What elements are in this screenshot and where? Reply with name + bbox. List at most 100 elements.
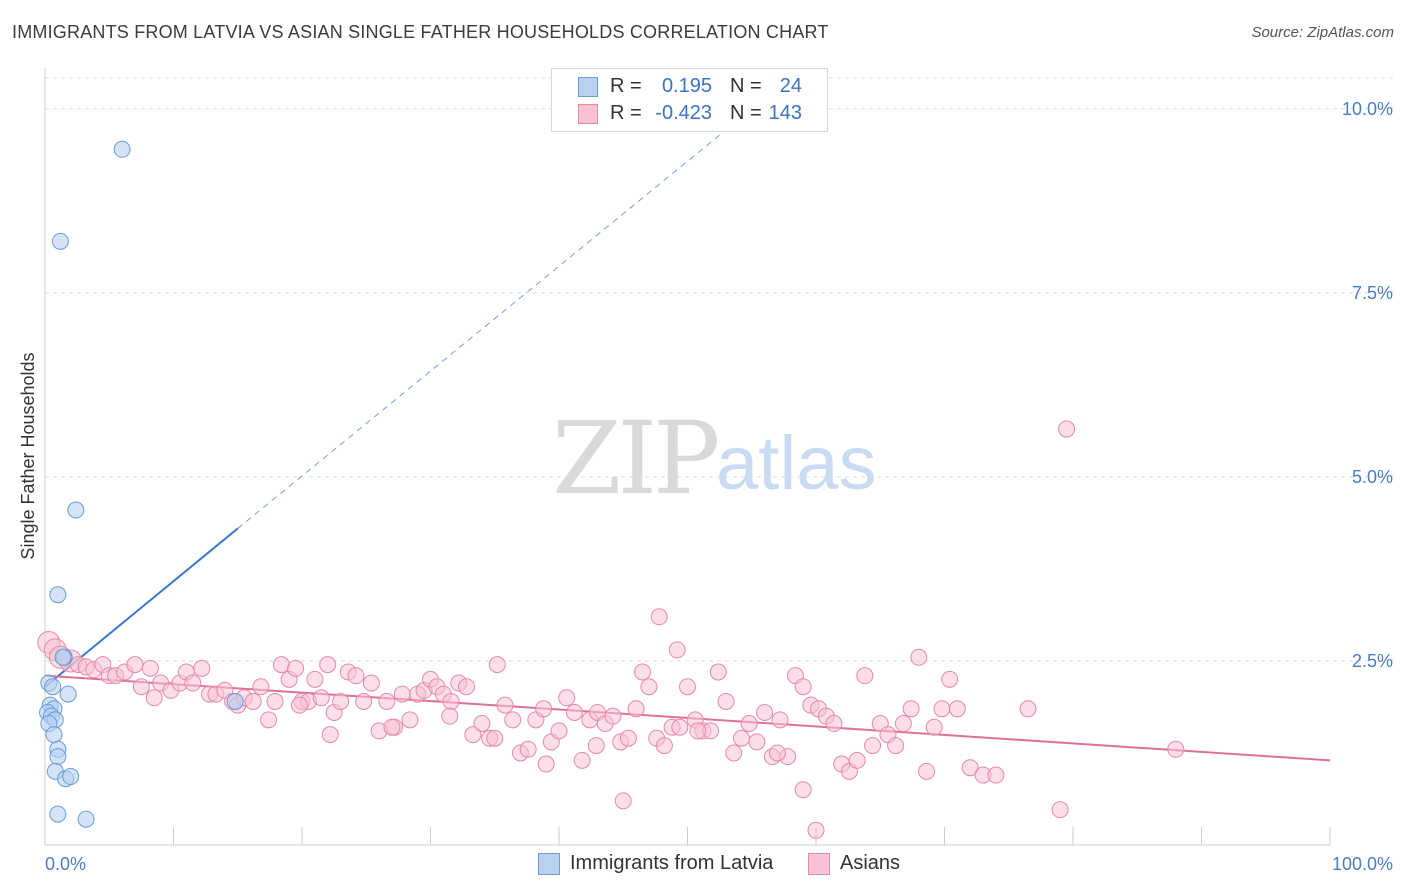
legend-swatch-pink — [578, 104, 598, 124]
point-asians — [141, 659, 159, 677]
point-asians — [355, 692, 373, 710]
point-asians — [732, 729, 750, 747]
point-asians — [756, 703, 774, 721]
point-asians — [184, 674, 202, 692]
point-latvia — [49, 586, 67, 604]
point-asians — [378, 692, 396, 710]
point-asians — [496, 696, 514, 714]
point-asians — [650, 608, 668, 626]
point-asians — [401, 711, 419, 729]
point-asians — [848, 751, 866, 769]
point-asians — [272, 656, 290, 674]
y-tick-label: 2.5% — [1352, 651, 1393, 671]
point-asians — [902, 700, 920, 718]
legend-n-label: N = — [730, 102, 762, 124]
point-asians — [287, 659, 305, 677]
point-asians — [126, 656, 144, 674]
point-asians — [709, 663, 727, 681]
legend-row-latvia: R = 0.195 N = 24 — [552, 73, 827, 99]
point-asians — [537, 755, 555, 773]
point-asians — [442, 692, 460, 710]
point-latvia — [113, 140, 131, 158]
point-asians — [473, 715, 491, 733]
point-asians — [740, 715, 758, 733]
point-asians — [668, 641, 686, 659]
legend-swatch-blue — [578, 77, 598, 97]
point-asians — [725, 744, 743, 762]
point-asians — [319, 656, 337, 674]
point-asians — [825, 715, 843, 733]
legend-n-label: N = — [730, 75, 762, 97]
point-asians — [1019, 700, 1037, 718]
point-asians — [941, 670, 959, 688]
point-asians — [640, 678, 658, 696]
y-tick-label: 7.5% — [1352, 283, 1393, 303]
point-asians — [655, 737, 673, 755]
point-asians — [679, 678, 696, 696]
legend-n-value: 143 — [768, 102, 802, 124]
point-asians — [573, 751, 591, 769]
point-latvia — [44, 678, 62, 696]
point-asians — [717, 692, 735, 710]
point-asians — [1051, 801, 1069, 819]
point-asians — [252, 678, 270, 696]
point-asians — [671, 718, 689, 736]
point-asians — [193, 659, 211, 677]
point-asians — [1167, 740, 1185, 758]
point-asians — [457, 678, 475, 696]
point-asians — [519, 740, 537, 758]
legend-row-asians: R = -0.423 N = 143 — [552, 100, 827, 126]
point-asians — [794, 678, 812, 696]
point-asians — [918, 762, 936, 780]
point-asians — [145, 689, 163, 707]
y-axis-label: Single Father Households — [18, 352, 38, 559]
y-tick-label: 5.0% — [1352, 467, 1393, 487]
point-latvia — [49, 748, 67, 766]
point-asians — [312, 689, 330, 707]
legend-r-value: -0.423 — [655, 102, 712, 124]
legend-r-value: 0.195 — [661, 75, 712, 97]
point-asians — [587, 737, 605, 755]
point-asians — [266, 692, 284, 710]
legend-r-label: R = — [610, 75, 642, 97]
point-asians — [987, 766, 1005, 784]
bottom-legend-swatch-blue — [538, 853, 560, 875]
x-tick-label-max: 100.0% — [1332, 854, 1393, 874]
point-asians — [619, 729, 637, 747]
legend-n-value: 24 — [779, 75, 802, 97]
point-asians — [856, 667, 874, 685]
point-asians — [332, 692, 350, 710]
point-latvia — [67, 501, 85, 519]
point-latvia — [49, 805, 67, 823]
point-asians — [504, 711, 522, 729]
point-asians — [894, 715, 912, 733]
point-asians — [550, 722, 568, 740]
point-asians — [383, 718, 401, 736]
point-asians — [614, 792, 632, 810]
point-asians — [321, 726, 339, 744]
point-asians — [535, 700, 553, 718]
point-asians — [925, 718, 943, 736]
point-asians — [748, 733, 766, 751]
watermark-zip: ZIP — [552, 400, 720, 517]
point-asians — [441, 707, 459, 725]
point-asians — [260, 711, 278, 729]
bottom-legend-label-latvia: Immigrants from Latvia — [570, 852, 774, 874]
point-asians — [290, 696, 308, 714]
point-asians — [961, 759, 979, 777]
point-asians — [488, 656, 506, 674]
point-latvia — [45, 726, 63, 744]
point-asians — [933, 700, 951, 718]
point-asians — [910, 648, 928, 666]
point-latvia — [77, 810, 95, 828]
point-asians — [948, 700, 966, 718]
chart-title: IMMIGRANTS FROM LATVIA VS ASIAN SINGLE F… — [12, 22, 829, 42]
point-asians — [807, 821, 825, 839]
bottom-legend-swatch-pink — [808, 853, 830, 875]
point-asians — [887, 737, 905, 755]
watermark-atlas: atlas — [716, 421, 877, 506]
legend-r-label: R = — [610, 102, 642, 124]
point-latvia — [62, 768, 80, 786]
y-tick-label: 10.0% — [1342, 99, 1393, 119]
